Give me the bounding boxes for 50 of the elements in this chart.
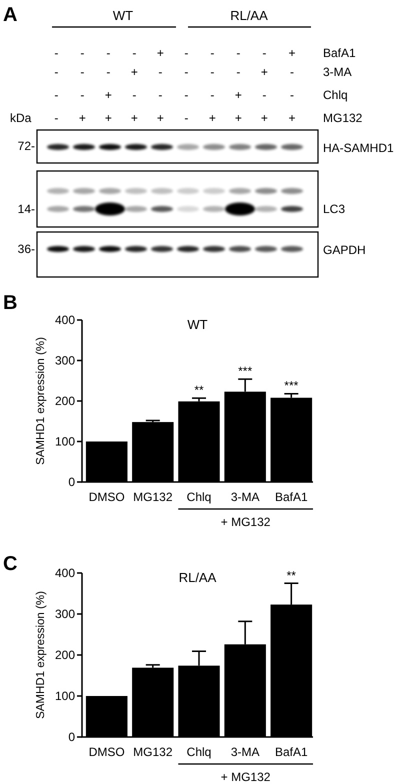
text: - - - + - - - - + - xyxy=(54,65,294,79)
text: - - - - + - - - - + xyxy=(54,46,296,60)
text: 14- xyxy=(18,202,36,216)
text: LC3 xyxy=(323,202,346,216)
y-tick-label: 0 xyxy=(68,475,76,489)
x-tick-label: BafA1 xyxy=(274,745,308,759)
y-tick-label: 400 xyxy=(54,313,76,327)
x-tick-label: MG132 xyxy=(133,490,173,504)
x-tick-label: DMSO xyxy=(88,745,125,759)
annotation: *** xyxy=(284,378,299,393)
text: HA-SAMHD1 xyxy=(323,141,394,155)
x-tick-label: 3-MA xyxy=(230,490,260,504)
chart-title: RL/AA xyxy=(178,570,217,585)
text: 36- xyxy=(18,242,36,256)
text: 72- xyxy=(18,139,36,153)
x-tick-label: MG132 xyxy=(133,745,173,759)
text: B xyxy=(3,292,18,314)
text: A xyxy=(3,4,18,26)
text: + MG132 xyxy=(220,770,271,784)
y-tick-label: 400 xyxy=(54,566,76,580)
text: kDa xyxy=(10,111,32,125)
text: Chlq xyxy=(323,88,348,102)
y-tick-label: 200 xyxy=(54,648,76,662)
text: GAPDH xyxy=(323,243,366,257)
text: WT xyxy=(112,8,134,23)
x-tick-label: Chlq xyxy=(186,745,212,759)
y-axis-title: SAMHD1 expression (%) xyxy=(35,336,47,465)
annotation: ** xyxy=(194,383,204,398)
y-tick-label: 200 xyxy=(54,394,76,408)
x-tick-label: DMSO xyxy=(88,490,125,504)
y-tick-label: 100 xyxy=(54,434,76,448)
text: + MG132 xyxy=(220,515,271,529)
y-tick-label: 0 xyxy=(68,730,76,744)
x-tick-label: 3-MA xyxy=(230,745,260,759)
text: BafA1 xyxy=(323,46,356,60)
y-tick-label: 100 xyxy=(54,689,76,703)
x-tick-label: BafA1 xyxy=(274,490,308,504)
text: RL/AA xyxy=(230,8,268,23)
y-tick-label: 300 xyxy=(54,354,76,368)
text: - - + - - - - + - - xyxy=(54,88,294,102)
text: C xyxy=(3,553,18,575)
y-axis-title: SAMHD1 expression (%) xyxy=(35,590,47,719)
y-tick-label: 300 xyxy=(54,607,76,621)
chart-title: WT xyxy=(187,317,208,332)
text: MG132 xyxy=(323,111,363,125)
text: - + + + + - + + + + xyxy=(54,111,296,125)
annotation: *** xyxy=(238,364,252,378)
text: 3-MA xyxy=(323,65,352,79)
annotation: ** xyxy=(286,568,296,582)
x-tick-label: Chlq xyxy=(186,490,212,504)
